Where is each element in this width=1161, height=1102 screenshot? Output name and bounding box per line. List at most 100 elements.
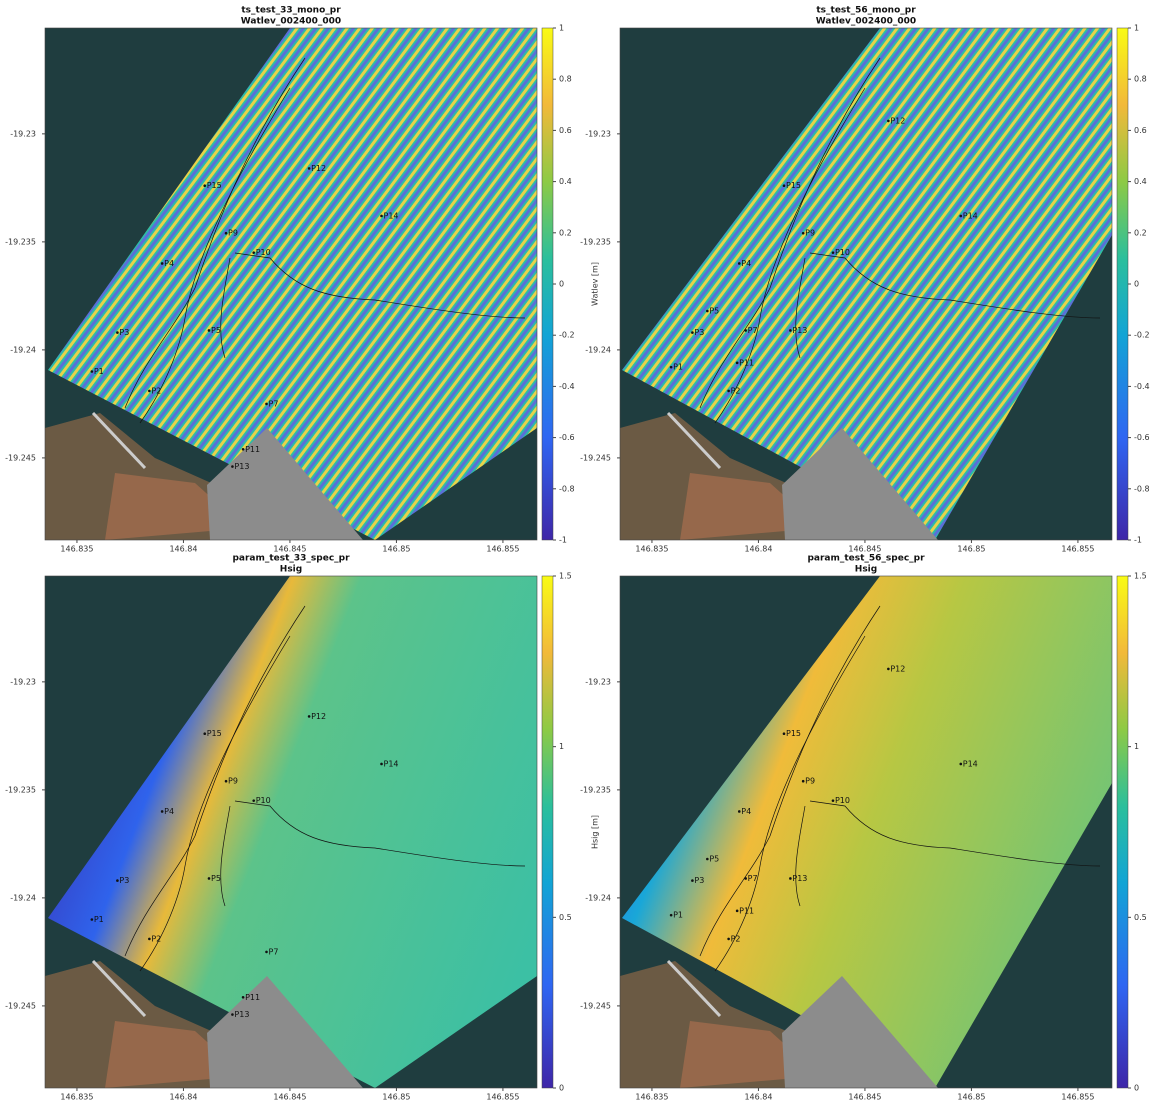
station-label: P4 — [741, 259, 751, 268]
station-label: P10 — [835, 796, 850, 805]
colorbar-tick-label: 0 — [559, 1084, 564, 1093]
station-marker — [670, 914, 673, 917]
station-marker — [706, 310, 709, 313]
station-label: P14 — [963, 759, 978, 768]
colorbar — [1117, 576, 1128, 1088]
station-marker — [242, 448, 245, 451]
station-marker — [887, 668, 890, 671]
panel: param_test_56_spec_prHsig146.835146.8414… — [580, 554, 1161, 1102]
station-label: P14 — [963, 211, 978, 220]
y-tick-label: -19.24 — [585, 345, 611, 354]
station-marker — [231, 1013, 234, 1016]
station-label: P7 — [269, 947, 279, 956]
colorbar-tick-label: -0.8 — [1134, 484, 1150, 493]
station-label: P12 — [890, 664, 905, 673]
map-area — [45, 576, 537, 1088]
station-marker — [225, 232, 228, 235]
panel-title: ts_test_56_mono_pr — [816, 6, 916, 16]
station-label: P3 — [119, 876, 129, 885]
colorbar-tick-label: 0 — [1134, 1084, 1139, 1093]
figure: ts_test_33_mono_prWatlev_002400_000146.8… — [0, 0, 1161, 1102]
station-marker — [91, 918, 94, 921]
station-marker — [231, 465, 234, 468]
panel-title: param_test_33_spec_pr — [232, 554, 350, 564]
x-tick-label: 146.835 — [635, 1093, 668, 1102]
y-tick-label: -19.24 — [585, 893, 611, 902]
colorbar — [542, 576, 553, 1088]
station-label: P1 — [673, 363, 683, 372]
colorbar-tick-label: 0.2 — [1134, 228, 1147, 237]
station-label: P15 — [207, 729, 222, 738]
station-marker — [738, 810, 741, 813]
x-tick-label: 146.85 — [382, 1093, 410, 1102]
panel: ts_test_56_mono_prWatlev_002400_000146.8… — [580, 6, 1161, 554]
station-label: P5 — [211, 326, 221, 335]
station-label: P10 — [256, 796, 271, 805]
colorbar-tick-label: 0.6 — [559, 126, 572, 135]
colorbar-tick-label: 0.8 — [1134, 75, 1147, 84]
station-label: P4 — [164, 259, 174, 268]
x-tick-label: 146.85 — [957, 1093, 985, 1102]
station-label: P7 — [269, 399, 279, 408]
station-marker — [738, 262, 741, 265]
station-label: P5 — [709, 855, 719, 864]
station-label: P2 — [151, 386, 161, 395]
station-label: P14 — [384, 759, 399, 768]
station-marker — [691, 879, 694, 882]
station-marker — [161, 810, 164, 813]
x-tick-label: 146.845 — [848, 1093, 881, 1102]
station-label: P11 — [739, 358, 754, 367]
station-label: P12 — [311, 712, 326, 721]
station-marker — [116, 331, 119, 334]
map-area — [45, 28, 537, 540]
station-marker — [208, 877, 211, 880]
station-marker — [225, 780, 228, 783]
colorbar-tick-label: 0.4 — [1134, 177, 1147, 186]
y-tick-label: -19.235 — [5, 237, 36, 246]
x-tick-label: 146.845 — [273, 545, 306, 554]
station-marker — [670, 366, 673, 369]
colorbar-label: Watlev [m] — [591, 262, 600, 306]
station-marker — [148, 390, 151, 393]
panel-title: ts_test_33_mono_pr — [241, 6, 341, 16]
y-tick-label: -19.245 — [5, 453, 36, 462]
y-tick-label: -19.23 — [585, 129, 611, 138]
station-marker — [727, 938, 730, 941]
station-marker — [252, 251, 255, 254]
colorbar-tick-label: -0.4 — [1134, 382, 1150, 391]
station-label: P2 — [731, 386, 741, 395]
colorbar — [1117, 28, 1128, 540]
x-tick-label: 146.84 — [744, 545, 772, 554]
station-marker — [832, 799, 835, 802]
station-label: P13 — [234, 1010, 249, 1019]
station-label: P13 — [234, 462, 249, 471]
panel-title: param_test_56_spec_pr — [807, 554, 925, 564]
station-label: P1 — [94, 367, 104, 376]
colorbar-tick-label: 0.5 — [1134, 913, 1147, 922]
colorbar-tick-label: 1 — [1134, 24, 1139, 33]
station-label: P2 — [151, 934, 161, 943]
station-marker — [727, 390, 730, 393]
station-label: P15 — [786, 181, 801, 190]
station-marker — [91, 370, 94, 373]
station-label: P13 — [792, 874, 807, 883]
station-label: P1 — [94, 915, 104, 924]
x-tick-label: 146.85 — [957, 545, 985, 554]
y-tick-label: -19.245 — [580, 453, 611, 462]
map-area — [620, 576, 1112, 1088]
colorbar-tick-label: -0.2 — [1134, 331, 1150, 340]
station-marker — [959, 763, 962, 766]
colorbar-tick-label: 0 — [559, 280, 564, 289]
x-tick-label: 146.835 — [60, 545, 93, 554]
colorbar-label: Hsig [m] — [591, 815, 600, 849]
y-tick-label: -19.23 — [585, 677, 611, 686]
colorbar-tick-label: -0.2 — [559, 331, 575, 340]
y-tick-label: -19.245 — [580, 1001, 611, 1010]
station-label: P10 — [835, 248, 850, 257]
colorbar-tick-label: 1 — [1134, 742, 1139, 751]
colorbar-tick-label: 0.8 — [559, 75, 572, 84]
station-marker — [265, 951, 268, 954]
x-tick-label: 146.845 — [848, 545, 881, 554]
colorbar-tick-label: -0.6 — [1134, 433, 1150, 442]
colorbar — [542, 28, 553, 540]
